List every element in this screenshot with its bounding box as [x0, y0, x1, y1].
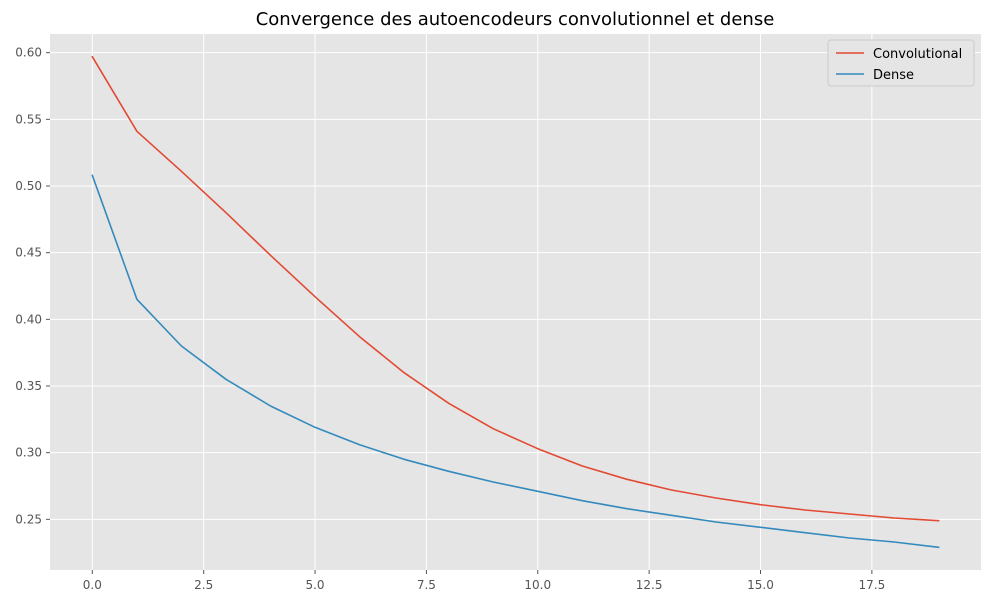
x-tick-label: 7.5 — [417, 578, 436, 592]
y-tick-label: 0.45 — [15, 246, 42, 260]
x-tick-label: 2.5 — [194, 578, 213, 592]
chart-title: Convergence des autoencodeurs convolutio… — [256, 9, 775, 30]
y-tick-label: 0.55 — [15, 112, 42, 126]
y-tick-label: 0.60 — [15, 46, 42, 60]
legend: Convolutional Dense — [827, 39, 975, 87]
legend-frame — [827, 39, 975, 87]
series-line-dense — [91, 174, 940, 549]
y-tick-label: 0.30 — [15, 446, 42, 460]
x-tick-label: 17.5 — [859, 578, 886, 592]
y-tick-label: 0.35 — [15, 379, 42, 393]
x-tick-label: 12.5 — [636, 578, 663, 592]
legend-label-dense: Dense — [873, 68, 914, 83]
axis-ticks: 0.0 2.5 5.0 7.5 10.0 12.5 15.0 17.5 0.25 0.30 0.35… — [15, 46, 885, 592]
x-tick-label: 15.0 — [747, 578, 774, 592]
series-layer — [91, 55, 940, 549]
x-tick-label: 10.0 — [524, 578, 551, 592]
y-tick-label: 0.40 — [15, 312, 42, 326]
y-tick-label: 0.25 — [15, 512, 42, 526]
legend-label-convolutional: Convolutional — [873, 47, 962, 62]
x-tick-label: 5.0 — [305, 578, 324, 592]
x-tick-label: 0.0 — [83, 578, 102, 592]
grid — [50, 34, 981, 570]
y-tick-label: 0.50 — [15, 179, 42, 193]
series-line-convolutional — [91, 55, 940, 522]
plot-area — [50, 34, 981, 570]
